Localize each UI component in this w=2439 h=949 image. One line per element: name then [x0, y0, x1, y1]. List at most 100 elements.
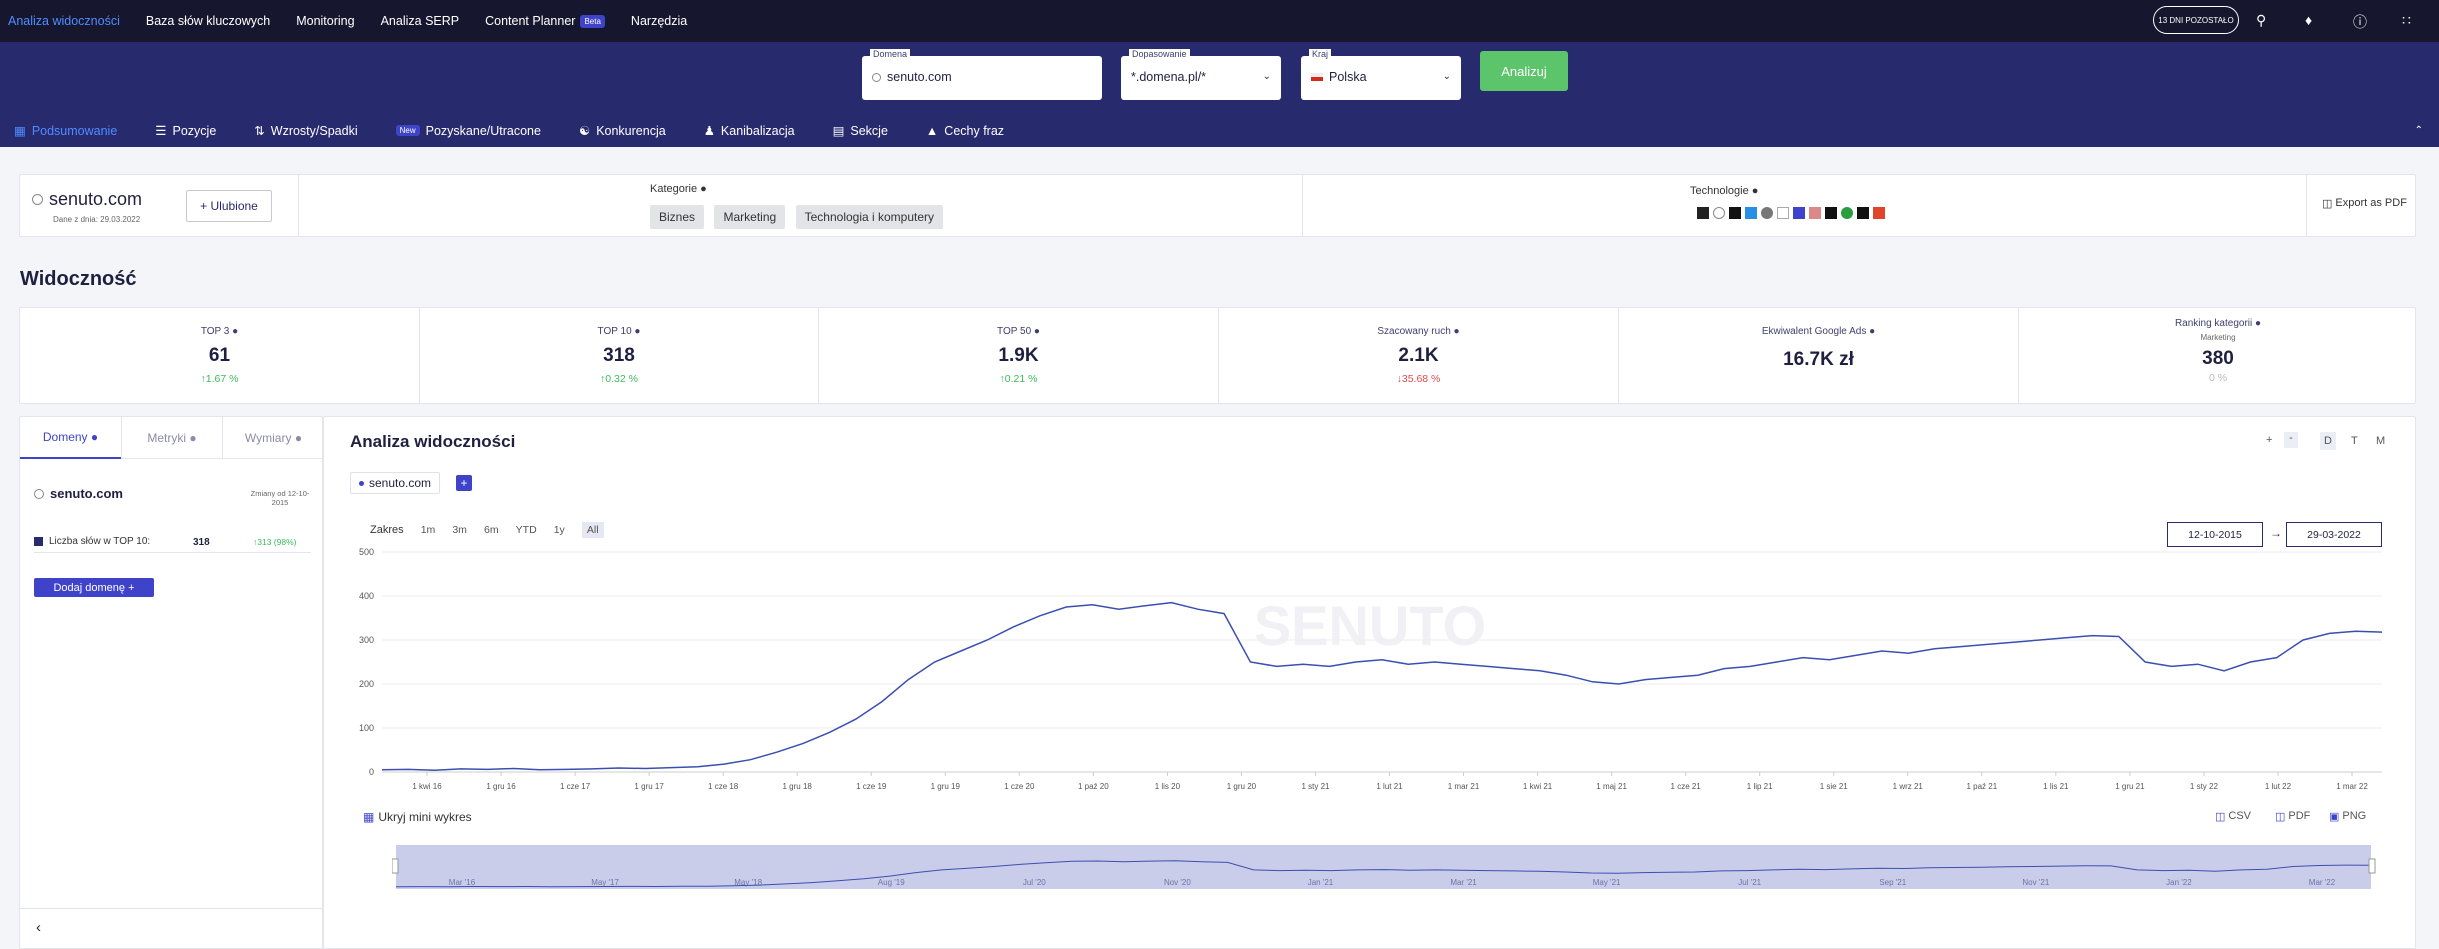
export-label: Export as PDF	[2335, 197, 2407, 209]
favorite-button[interactable]: + Ulubione	[186, 190, 272, 222]
add-series-button[interactable]: +	[456, 475, 472, 491]
info-icon: ●	[1453, 326, 1460, 337]
navigator-label: May '21	[1593, 878, 1621, 887]
globe-icon	[34, 488, 44, 499]
range-1y[interactable]: 1y	[553, 524, 565, 536]
bell-icon[interactable]: ♦	[2305, 12, 2313, 28]
kpi-estimated-traffic[interactable]: Szacowany ruch ● 2.1K ↓35.68 %	[1219, 308, 1619, 403]
navigator-handle-right[interactable]	[2368, 858, 2376, 874]
info-icon: ●	[90, 430, 99, 444]
kpi-top50[interactable]: TOP 50 ● 1.9K ↑0.21 %	[819, 308, 1219, 403]
tab-dimensions[interactable]: Wymiary ●	[222, 417, 324, 459]
tab-cannibalization[interactable]: ♟ Kanibalizacja	[703, 123, 795, 139]
tab-competition[interactable]: ☯ Konkurencja	[579, 123, 666, 139]
tab-domains[interactable]: Domeny ●	[20, 417, 121, 459]
kpi-google-ads-equivalent[interactable]: Ekwiwalent Google Ads ● 16.7K zł	[1619, 308, 2019, 403]
nav-keyword-base[interactable]: Baza słów kluczowych	[146, 14, 270, 28]
domain-chip[interactable]: senuto.com	[350, 472, 441, 494]
domains-panel: Domeny ● Metryki ● Wymiary ● senuto.com …	[19, 416, 324, 949]
domain-input[interactable]: Domena senuto.com	[862, 49, 1102, 100]
metric-label: Liczba słów w TOP 10:	[49, 536, 151, 547]
tech-icon[interactable]	[1841, 207, 1853, 219]
tab-gains-losses[interactable]: ⇅ Wzrosty/Spadki	[254, 123, 357, 139]
navigator-handle-left[interactable]	[392, 858, 399, 874]
country-select[interactable]: Kraj Polska ⌄	[1301, 49, 1461, 100]
zoom-in-button[interactable]: +	[2266, 434, 2273, 446]
kpi-change: 0.32 %	[605, 373, 638, 385]
granularity-month[interactable]: M	[2376, 435, 2386, 447]
search-icon[interactable]: ⚲	[2256, 12, 2267, 28]
tech-icon[interactable]	[1873, 207, 1885, 219]
nav-tools[interactable]: Narzędzia	[631, 14, 687, 28]
tech-icon[interactable]	[1809, 207, 1821, 219]
tab-summary[interactable]: ▦ Podsumowanie	[14, 123, 117, 139]
tech-icon[interactable]	[1857, 207, 1869, 219]
tech-icon[interactable]	[1777, 207, 1789, 219]
info-icon: ●	[1751, 185, 1759, 197]
tech-icon[interactable]	[1761, 207, 1773, 219]
range-6m[interactable]: 6m	[484, 524, 499, 536]
kpi-value: 61	[208, 345, 231, 366]
nav-content-planner[interactable]: Content Planner Beta	[485, 14, 605, 28]
x-tick-label: 1 sty 21	[1301, 782, 1330, 791]
navigator-selection[interactable]	[396, 845, 2371, 889]
info-icon: ●	[232, 326, 239, 337]
hide-mini-chart-button[interactable]: ▦ Ukryj mini wykres	[363, 810, 472, 824]
tech-icon[interactable]	[1793, 207, 1805, 219]
tab-acquired-lost[interactable]: New Pozyskane/Utracone	[395, 124, 541, 138]
apps-grid-icon[interactable]: ∷	[2402, 12, 2411, 28]
match-select[interactable]: Dopasowanie *.domena.pl/* ⌄	[1121, 49, 1281, 100]
tab-metrics[interactable]: Metryki ●	[121, 417, 222, 459]
kpi-subcategory: Marketing	[2200, 333, 2236, 342]
help-icon[interactable]: ⓘ	[2353, 14, 2367, 30]
tech-icon[interactable]	[1713, 207, 1725, 219]
range-all[interactable]: All	[581, 522, 604, 538]
x-tick-label: 1 maj 21	[1596, 782, 1627, 791]
tab-phrase-features[interactable]: ▲ Cechy fraz	[926, 124, 1004, 138]
kpi-category-ranking[interactable]: Ranking kategorii ● Marketing 380 0 %	[2019, 308, 2417, 403]
tech-icon[interactable]	[1697, 207, 1709, 219]
tech-icon[interactable]	[1745, 207, 1757, 219]
export-png-button[interactable]: ▣ PNG	[2329, 810, 2367, 823]
range-ytd[interactable]: YTD	[515, 524, 537, 536]
tech-icon[interactable]	[1825, 207, 1837, 219]
tab-sections[interactable]: ▤ Sekcje	[833, 123, 888, 139]
country-label: Kraj	[1309, 49, 1332, 59]
tab-label: Pozycje	[172, 123, 217, 138]
navigator-label: May '17	[591, 878, 619, 887]
granularity-day[interactable]: D	[2320, 432, 2336, 450]
x-tick-label: 1 kwi 16	[412, 782, 442, 791]
category-chip[interactable]: Biznes	[650, 205, 705, 229]
nav-serp-analysis[interactable]: Analiza SERP	[381, 14, 460, 28]
tech-icon[interactable]	[1729, 207, 1741, 219]
date-to-input[interactable]: 29-03-2022	[2286, 522, 2382, 547]
mini-navigator-chart[interactable]: Mar '16 May '17 May '18 Aug '19 Jul '20 Nov '…	[392, 843, 2377, 891]
analyze-button[interactable]: Analizuj	[1480, 51, 1568, 91]
chevron-down-icon: ⌄	[1442, 71, 1451, 82]
zoom-out-button[interactable]: -	[2284, 432, 2298, 448]
export-pdf-button[interactable]: ◫ Export as PDF	[2322, 197, 2407, 210]
person-icon: ♟	[703, 124, 715, 138]
export-csv-button[interactable]: ◫ CSV	[2215, 810, 2252, 823]
nav-visibility-analysis[interactable]: Analiza widoczności	[8, 14, 120, 28]
x-tick-label: 1 cze 18	[708, 782, 739, 791]
category-chip[interactable]: Technologia i komputery	[795, 205, 944, 229]
kpi-top10[interactable]: TOP 10 ● 318 ↑0.32 %	[420, 308, 819, 403]
range-1m[interactable]: 1m	[420, 524, 436, 536]
trial-days-button[interactable]: 13 DNI POZOSTAŁO	[2153, 6, 2239, 34]
x-tick-label: 1 kwi 21	[1523, 782, 1553, 791]
visibility-line-chart[interactable]: SENUTO 0 100 200 300 400 500 1 kwi 16 1 gru 16…	[350, 540, 2390, 795]
date-from-input[interactable]: 12-10-2015	[2167, 522, 2263, 547]
range-3m[interactable]: 3m	[452, 524, 467, 536]
tab-positions[interactable]: ☰ Pozycje	[155, 123, 217, 139]
arrow-right-icon: →	[2270, 526, 2282, 540]
chevron-up-icon[interactable]: ⌃	[2414, 125, 2423, 136]
nav-monitoring[interactable]: Monitoring	[296, 14, 354, 28]
add-domain-button[interactable]: Dodaj domenę +	[34, 578, 154, 597]
kpi-top3[interactable]: TOP 3 ● 61 ↑1.67 %	[20, 308, 420, 403]
category-chip[interactable]: Marketing	[714, 205, 786, 229]
checkbox[interactable]	[34, 537, 43, 546]
granularity-week[interactable]: T	[2351, 435, 2358, 447]
collapse-left-icon[interactable]: ‹	[36, 919, 41, 936]
export-pdf-chart-button[interactable]: ◫ PDF	[2275, 810, 2311, 823]
